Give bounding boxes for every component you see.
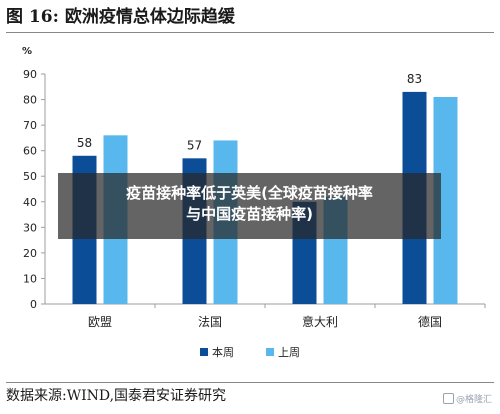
figure-title: 图 16: 欧洲疫情总体边际趋缓	[6, 4, 494, 33]
x-tick-label: 欧盟	[88, 315, 112, 329]
y-tick-label: 70	[23, 119, 37, 132]
x-axis: 欧盟 法国 意大利 德国	[88, 304, 486, 329]
x-tick-label: 法国	[198, 315, 222, 329]
y-tick-label: 50	[23, 170, 37, 183]
data-label: 58	[77, 136, 92, 150]
legend-swatch	[200, 348, 208, 356]
overlay-line-2: 与中国疫苗接种率)	[186, 205, 313, 223]
y-tick-label: 60	[23, 145, 37, 158]
figure-title-text: 欧洲疫情总体边际趋缓	[64, 7, 235, 27]
x-tick-label: 德国	[418, 314, 442, 329]
watermark-text: @格隆汇	[455, 395, 492, 405]
legend-label: 本周	[212, 345, 234, 359]
y-axis-label: %	[22, 46, 32, 57]
caption-overlay: 疫苗接种率低于英美(全球疫苗接种率 与中国疫苗接种率)	[58, 173, 441, 239]
data-label: 83	[407, 72, 422, 86]
y-tick-label: 90	[23, 68, 37, 81]
figure-number: 图 16:	[6, 7, 59, 27]
watermark-logo-icon	[442, 393, 454, 404]
y-tick-label: 40	[23, 196, 37, 209]
legend: 本周 上周	[200, 345, 300, 359]
y-tick-label: 20	[23, 247, 37, 260]
y-tick-label: 0	[30, 298, 37, 311]
y-tick-label: 10	[23, 272, 37, 285]
y-tick-label: 30	[23, 221, 37, 234]
y-tick-label: 80	[23, 94, 37, 107]
watermark: @格隆汇	[442, 392, 492, 405]
legend-label: 上周	[278, 346, 300, 359]
data-label: 57	[187, 138, 202, 152]
data-source-note: 数据来源:WIND,国泰君安证券研究	[6, 382, 494, 411]
x-tick-label: 意大利	[302, 314, 338, 329]
legend-swatch	[266, 348, 274, 356]
overlay-line-1: 疫苗接种率低于英美(全球疫苗接种率	[126, 184, 373, 202]
